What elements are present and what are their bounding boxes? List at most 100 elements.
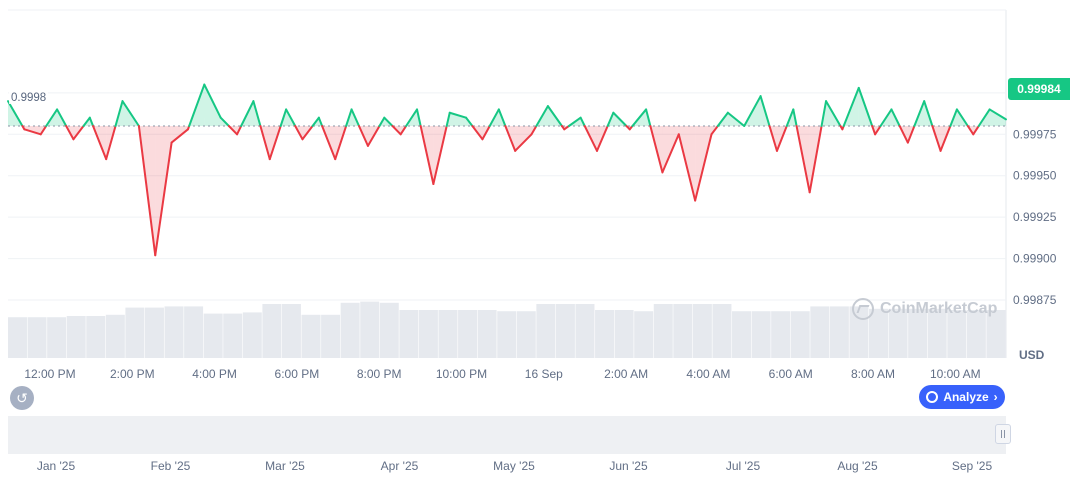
price-line	[7, 83, 1007, 257]
x-tick-label: 10:00 AM	[930, 367, 981, 381]
volume-bar	[712, 304, 732, 358]
price-segment-down	[170, 128, 189, 144]
price-segment-down	[595, 125, 609, 152]
y-tick-label: 0.99925	[1013, 210, 1057, 224]
x-tick-label: 12:00 PM	[24, 367, 75, 381]
price-segment-down	[775, 125, 788, 152]
volume-bar	[477, 310, 497, 358]
volume-bar	[692, 304, 712, 358]
price-segment-down	[294, 125, 304, 141]
price-segment-up	[825, 100, 842, 127]
volume-bar	[497, 311, 517, 358]
price-segment-down	[966, 125, 975, 136]
volume-bar	[986, 310, 1006, 358]
price-segment-down	[649, 125, 664, 174]
volume-bar	[790, 311, 810, 358]
x-tick-label: 8:00 PM	[357, 367, 402, 381]
price-segment-down	[227, 125, 239, 136]
volume-bar	[458, 310, 478, 358]
price-segment-up	[879, 108, 893, 127]
price-segment-up	[383, 116, 394, 127]
price-segment-up	[465, 116, 474, 127]
analyze-button[interactable]: Analyze ›	[919, 385, 1005, 409]
price-segment-down	[419, 125, 435, 185]
volume-bar	[262, 304, 282, 358]
volume-bar	[223, 313, 243, 358]
y-tick-label: 0.99975	[1013, 127, 1057, 141]
price-segment-down	[530, 125, 538, 136]
price-segment-up	[977, 108, 991, 127]
x-tick-label: 4:00 AM	[686, 367, 730, 381]
price-segment-up	[416, 108, 422, 127]
volume-bar	[810, 306, 830, 358]
navigator-label: Jul '25	[726, 459, 761, 473]
volume-bar	[771, 311, 791, 358]
watermark-text: CoinMarketCap	[880, 300, 998, 317]
volume-bar	[751, 311, 771, 358]
x-tick-label: 4:00 PM	[192, 367, 237, 381]
volume-bar	[829, 306, 849, 358]
price-segment-up	[252, 100, 262, 127]
x-tick-label: 6:00 PM	[275, 367, 320, 381]
volume-bar	[379, 302, 399, 358]
price-segment-down	[906, 125, 916, 144]
price-segment-up	[913, 100, 926, 127]
price-segment-up	[792, 108, 798, 127]
history-icon: ↺	[16, 389, 28, 406]
volume-bar	[8, 317, 27, 358]
price-segment-down	[583, 125, 598, 152]
volume-bar	[536, 304, 556, 358]
price-segment-up	[350, 108, 361, 127]
price-segment-down	[23, 128, 42, 136]
price-segment-down	[321, 125, 337, 161]
price-segment-down	[795, 125, 811, 194]
price-segment-up	[606, 111, 615, 127]
volume-bar	[340, 302, 360, 358]
price-segment-up	[56, 108, 68, 127]
coinmarketcap-watermark: CoinMarketCap	[852, 298, 997, 320]
price-segment-up	[716, 111, 729, 127]
price-segment-down	[931, 125, 942, 152]
price-segment-up	[203, 83, 222, 119]
y-tick-label: 0.99950	[1013, 169, 1057, 183]
price-segment-up	[82, 116, 91, 127]
price-segment-down	[694, 133, 713, 202]
volume-bar	[888, 308, 908, 358]
price-segment-up	[488, 108, 500, 127]
price-segment-down	[366, 125, 381, 147]
grid-lines	[8, 9, 1007, 358]
volume-bar	[516, 311, 536, 358]
price-segment-down	[898, 125, 909, 144]
price-segment-down	[768, 125, 778, 152]
range-navigator[interactable]	[8, 416, 1006, 454]
price-segment-down	[874, 125, 882, 136]
volume-bar	[595, 310, 615, 358]
navigator-handle[interactable]	[995, 424, 1011, 444]
y-tick-label: 0.99875	[1013, 293, 1057, 307]
volume-bar	[203, 313, 223, 358]
price-segment-down	[154, 141, 173, 257]
analyze-label: Analyze	[943, 390, 989, 404]
price-segment-up	[311, 116, 320, 127]
price-segment-up	[497, 108, 507, 127]
y-axis: 1.00000.999750.999500.999250.999000.9987…	[1013, 86, 1057, 307]
price-segment-down	[939, 125, 952, 152]
price-segment-up	[88, 116, 95, 127]
price-segment-down	[471, 125, 484, 141]
volume-bar	[732, 311, 752, 358]
currency-label: USD	[1019, 348, 1045, 362]
price-segment-up	[445, 111, 451, 127]
history-button[interactable]: ↺	[10, 386, 34, 410]
navigator-label: Jun '25	[609, 459, 648, 473]
price-segment-up	[188, 83, 206, 127]
volume-bar	[653, 304, 673, 358]
price-segment-up	[448, 111, 468, 119]
price-segment-up	[785, 108, 795, 127]
x-tick-label: 2:00 AM	[604, 367, 648, 381]
price-segment-down	[301, 125, 314, 141]
navigator-axis: Jan '25 Feb '25 Mar '25 Apr '25 May '25 Jun '…	[37, 459, 993, 473]
volume-bar	[418, 310, 438, 358]
x-tick-label: 6:00 AM	[769, 367, 813, 381]
price-segment-down	[481, 125, 491, 141]
